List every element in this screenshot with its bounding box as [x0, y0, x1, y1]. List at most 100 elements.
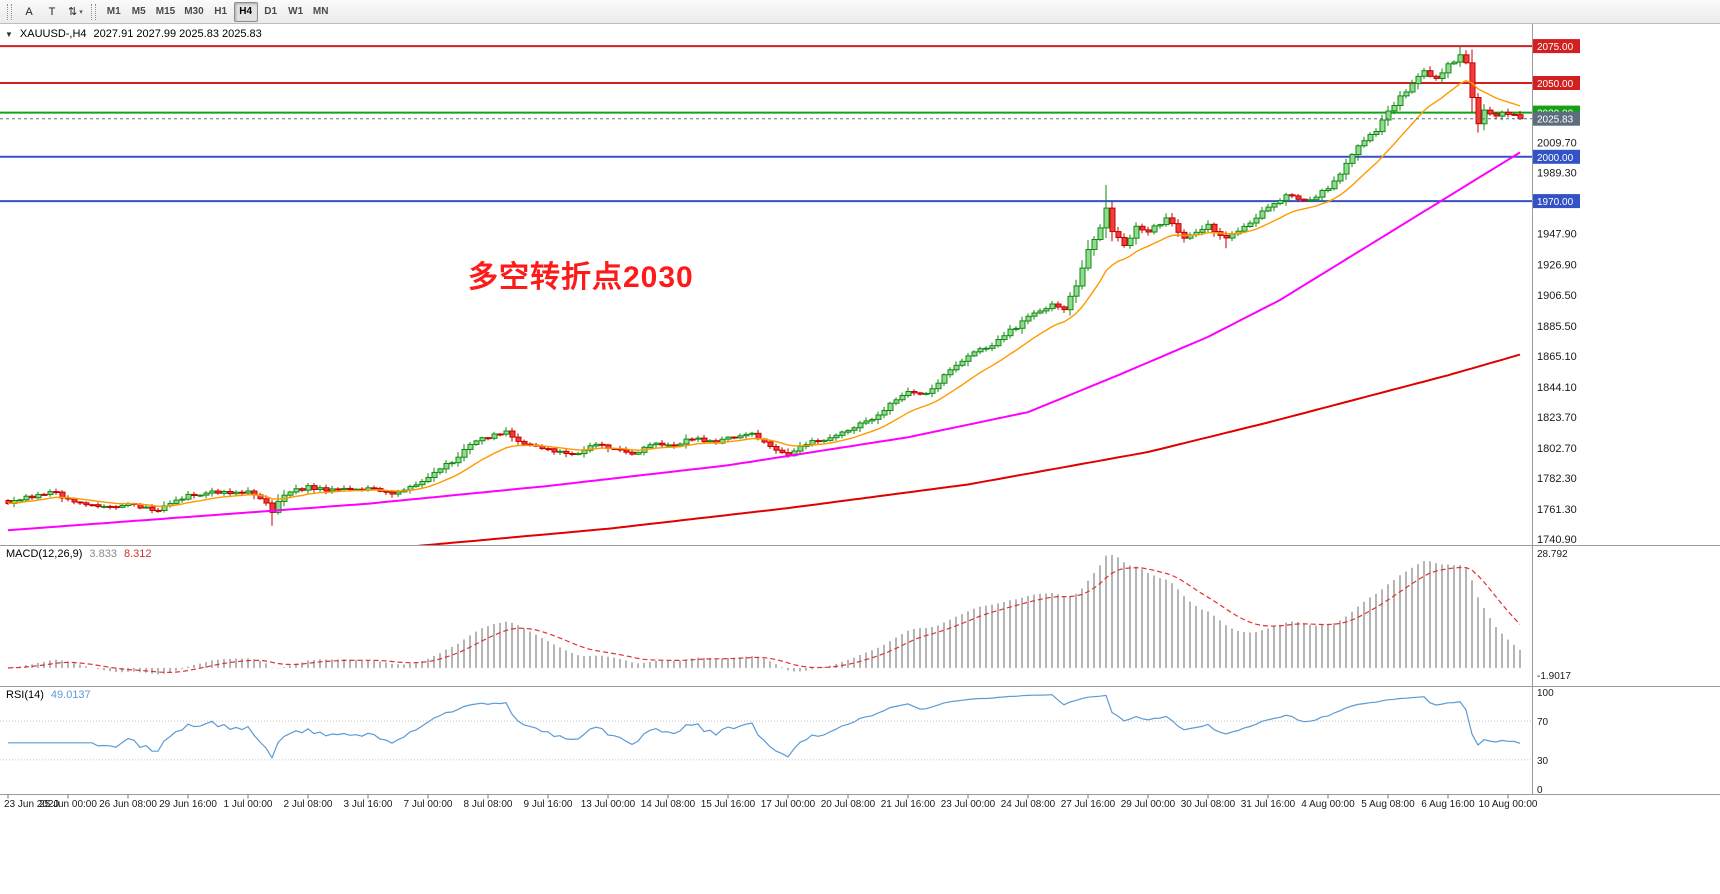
- candle-body: [317, 487, 324, 491]
- candle-body: [1373, 131, 1380, 135]
- candle-body: [197, 494, 204, 497]
- candle-body: [1205, 223, 1212, 230]
- candle-body: [89, 504, 96, 507]
- candle-body: [677, 443, 684, 447]
- time-axis-label: 9 Jul 16:00: [524, 799, 573, 810]
- timeframe-button-mn[interactable]: MN: [312, 6, 329, 17]
- candle-body: [821, 439, 828, 442]
- one-click-trading-icon[interactable]: ▼: [5, 29, 13, 39]
- level-price-tag[interactable]: [1533, 39, 1580, 54]
- timeframe-button-m15[interactable]: M15: [155, 6, 176, 17]
- candle-body: [1319, 190, 1326, 198]
- timeframe-button-d1[interactable]: D1: [264, 6, 278, 17]
- ma-fast-line: [7, 79, 1521, 508]
- candle-body: [1271, 203, 1278, 208]
- time-axis-label: 30 Jul 08:00: [1181, 799, 1236, 810]
- macd-scale-max-label: 28.792: [1537, 549, 1568, 560]
- candle-body: [575, 453, 582, 456]
- candle-body: [851, 427, 858, 431]
- candle-body: [53, 491, 60, 494]
- candle-body: [47, 491, 54, 495]
- price-scale-label: 1844.10: [1537, 382, 1577, 394]
- candle-body: [833, 434, 840, 439]
- price-scale-label: 1782.30: [1537, 473, 1577, 485]
- level-price-tag[interactable]: [1533, 149, 1580, 164]
- candle-body: [923, 392, 930, 395]
- candle-body: [635, 451, 642, 455]
- rsi-line: [8, 694, 1521, 760]
- price-scale-label: 1823.70: [1537, 412, 1577, 424]
- candle-body: [545, 448, 552, 451]
- candle-body: [437, 468, 444, 473]
- level-price-tag[interactable]: [1533, 76, 1580, 90]
- candle-body: [551, 448, 558, 453]
- candle-body: [1013, 327, 1020, 330]
- time-axis-label: 17 Jul 00:00: [761, 799, 816, 810]
- price-chart-canvas[interactable]: 2009.70 1989.30 1947.90 1926.90 1906.50 1885.…: [0, 24, 1720, 894]
- candle-body: [1247, 222, 1254, 228]
- candle-body: [1475, 97, 1482, 125]
- candle-body: [1439, 72, 1446, 80]
- ohlc-values: 2027.91 2027.99 2025.83 2025.83: [93, 28, 262, 40]
- price-scale-label: 1989.30: [1537, 168, 1577, 180]
- candle-body: [347, 487, 354, 491]
- candle-body: [203, 492, 210, 496]
- candle-body: [653, 442, 660, 446]
- toolbar-grip[interactable]: [7, 3, 12, 20]
- candle-body: [1055, 303, 1062, 308]
- chart-annotation-text[interactable]: 多空转折点2030: [468, 261, 694, 294]
- level-price-tag[interactable]: [1533, 194, 1580, 209]
- candle-body: [989, 345, 996, 349]
- timeframe-button-m30[interactable]: M30: [184, 6, 204, 17]
- candle-body: [689, 438, 696, 441]
- candle-body: [83, 502, 90, 506]
- candle-body: [209, 490, 216, 494]
- timeframe-button-h4[interactable]: H4: [233, 1, 258, 22]
- candle-body: [683, 438, 690, 445]
- candle-body: [1223, 234, 1230, 239]
- candle-body: [953, 364, 960, 371]
- timeframe-button-m1[interactable]: M1: [106, 6, 121, 17]
- candle-body: [269, 502, 276, 513]
- candle-body: [1115, 231, 1122, 239]
- candle-body: [563, 450, 570, 454]
- candle-body: [1493, 113, 1500, 117]
- candle-body: [455, 456, 462, 464]
- candle-body: [311, 485, 318, 491]
- timeframe-button-h1[interactable]: H1: [214, 6, 228, 17]
- candle-body: [23, 495, 30, 501]
- candle-body: [1127, 237, 1134, 246]
- candle-body: [239, 491, 246, 494]
- candle-body: [1355, 145, 1362, 156]
- time-axis-label: 29 Jun 16:00: [159, 799, 217, 810]
- time-axis-label: 13 Jul 00:00: [581, 799, 636, 810]
- candle-body: [473, 440, 480, 445]
- timeframe-button-w1[interactable]: W1: [288, 6, 304, 17]
- candle-body: [569, 453, 576, 455]
- candle-body: [449, 462, 456, 465]
- candle-body: [905, 391, 912, 396]
- candle-body: [491, 433, 498, 439]
- candle-body: [293, 488, 300, 493]
- candle-body: [581, 449, 588, 455]
- timeframe-toolbar-grip[interactable]: [90, 3, 96, 20]
- label-tool-button[interactable]: T: [48, 5, 56, 18]
- text-tool-button[interactable]: A: [25, 5, 33, 18]
- candle-body: [1445, 63, 1452, 74]
- candle-body: [917, 392, 924, 395]
- rsi-scale-label: 30: [1537, 756, 1549, 767]
- timeframe-button-m5[interactable]: M5: [131, 6, 146, 17]
- candle-body: [41, 493, 48, 496]
- candle-body: [737, 435, 744, 439]
- candle-body: [1517, 114, 1524, 120]
- candle-body: [1049, 303, 1056, 310]
- price-scale-label: 1906.50: [1537, 290, 1577, 302]
- arrows-dropdown-button[interactable]: ⇅ ▾: [64, 2, 87, 22]
- candle-body: [185, 493, 192, 500]
- candle-body: [1457, 54, 1464, 63]
- candle-body: [1133, 225, 1140, 239]
- candle-body: [299, 488, 306, 491]
- time-axis-label: 7 Jul 00:00: [404, 799, 453, 810]
- time-axis-label: 14 Jul 08:00: [641, 799, 696, 810]
- chart-window[interactable]: 2009.70 1989.30 1947.90 1926.90 1906.50 1885.…: [0, 24, 1720, 894]
